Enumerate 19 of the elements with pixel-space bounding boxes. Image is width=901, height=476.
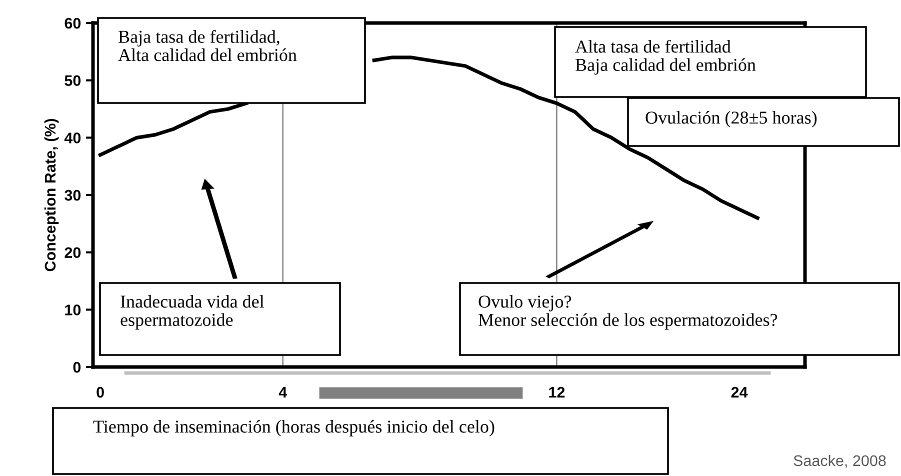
annotation: Ovulación (28±5 horas) <box>646 111 817 128</box>
annotation: Inadecuada vida del espermatozoide <box>120 295 264 330</box>
x-tick-label: 0 <box>96 386 104 398</box>
y-tick-label: 50 <box>64 75 81 86</box>
annotation: Ovulo viejo? Menor selección de los espermatozoides? <box>478 295 778 330</box>
y-tick-label: 10 <box>65 304 81 316</box>
y-tick-label: 30 <box>64 190 81 201</box>
x-tick-label: 12 <box>549 386 565 398</box>
annotation: Baja tasa de fertilidad, Alta calidad del embrión <box>118 30 297 62</box>
y-tick-label: 40 <box>64 132 81 144</box>
y-axis-title: Conception Rate, (%) <box>44 118 59 272</box>
y-tick-label: 20 <box>64 247 81 258</box>
annotation: Alta tasa de fertilidad Baja calidad del embrión <box>575 40 756 75</box>
x-tick-label: 24 <box>731 386 748 398</box>
x-tick-label: 4 <box>278 387 288 398</box>
text: Saacke, 2008 <box>794 454 886 468</box>
x-axis-title: Tiempo de inseminación (horas después inicio del celo) <box>93 420 494 436</box>
y-tick-label: 0 <box>73 362 81 373</box>
y-tick-label: 60 <box>64 18 81 29</box>
